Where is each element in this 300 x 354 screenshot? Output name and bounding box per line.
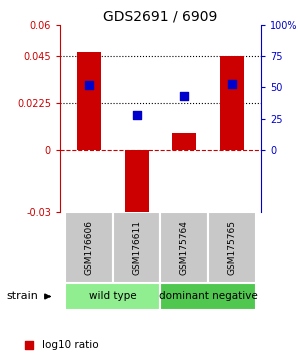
Text: strain: strain bbox=[6, 291, 38, 302]
Bar bbox=[124, 150, 148, 219]
Text: log10 ratio: log10 ratio bbox=[42, 340, 99, 350]
Text: dominant negative: dominant negative bbox=[159, 291, 258, 302]
Text: GSM176611: GSM176611 bbox=[132, 220, 141, 275]
Bar bbox=[77, 52, 101, 150]
Text: wild type: wild type bbox=[89, 291, 136, 302]
Text: GSM175765: GSM175765 bbox=[228, 220, 237, 275]
Point bbox=[26, 342, 31, 348]
Title: GDS2691 / 6909: GDS2691 / 6909 bbox=[103, 10, 218, 24]
Bar bbox=[65, 283, 160, 310]
Bar bbox=[220, 56, 244, 150]
Point bbox=[86, 82, 91, 88]
Bar bbox=[160, 283, 256, 310]
Bar bbox=[172, 133, 197, 150]
Bar bbox=[65, 212, 112, 283]
Point bbox=[230, 81, 235, 86]
Bar bbox=[208, 212, 256, 283]
Text: GSM175764: GSM175764 bbox=[180, 220, 189, 275]
Text: GSM176606: GSM176606 bbox=[84, 220, 93, 275]
Bar bbox=[160, 212, 208, 283]
Point bbox=[134, 112, 139, 118]
Bar bbox=[112, 212, 160, 283]
Point bbox=[182, 93, 187, 99]
